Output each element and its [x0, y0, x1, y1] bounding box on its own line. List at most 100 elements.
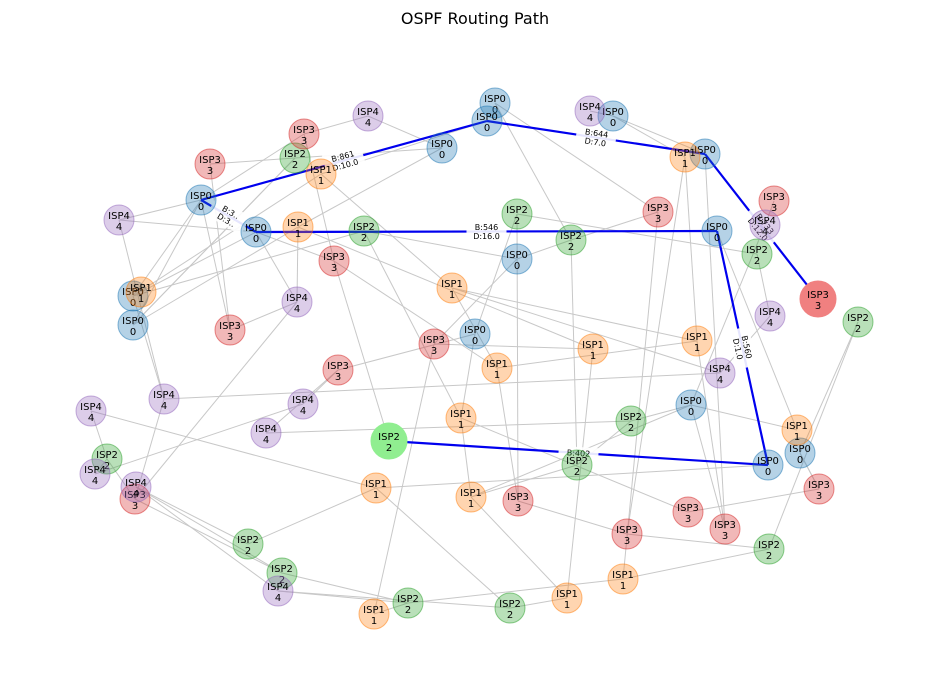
network-link	[296, 226, 299, 303]
router-asn-label: 3	[771, 203, 777, 214]
router-asn-label: 1	[371, 616, 377, 627]
router-isp-label: ISP1	[310, 165, 332, 176]
edge-layer	[90, 102, 859, 615]
router-node-circle	[597, 100, 629, 132]
router-node-circle	[358, 598, 390, 630]
path-link-label-text: D:1.0	[731, 338, 744, 361]
router-asn-label: 3	[431, 346, 437, 357]
router-asn-label: 4	[88, 413, 94, 424]
router-asn-label: 2	[279, 575, 285, 586]
network-link	[756, 253, 771, 317]
network-link	[106, 458, 136, 500]
router-node-circle	[322, 354, 354, 386]
network-link	[333, 260, 390, 442]
router-asn-label: 0	[472, 336, 478, 347]
router-node-circle	[250, 417, 282, 449]
router-node-circle	[675, 389, 707, 421]
router-node-circle	[577, 333, 609, 365]
router-isp-label: ISP4	[292, 395, 314, 406]
router-asn-label: 2	[754, 256, 760, 267]
network-link	[622, 548, 770, 580]
router-isp-label: ISP3	[807, 290, 829, 301]
router-node-circle	[103, 204, 135, 236]
router-asn-label: 2	[568, 242, 574, 253]
